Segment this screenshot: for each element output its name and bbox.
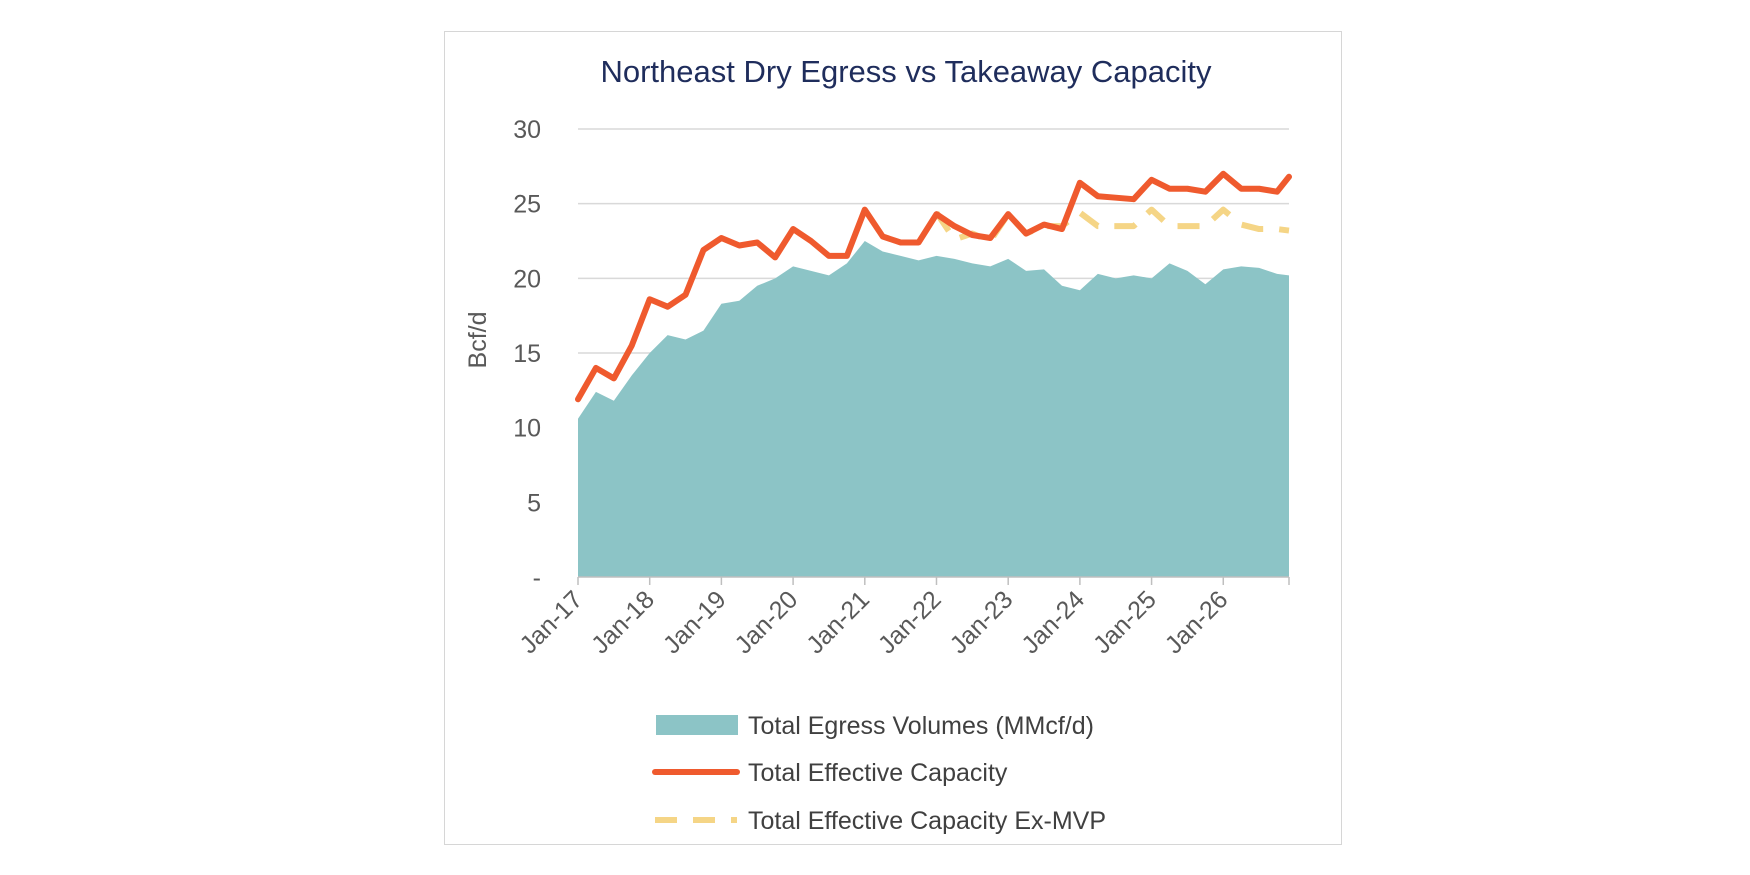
x-tick-label: Jan-17: [514, 585, 588, 659]
y-tick-label: 25: [513, 191, 541, 219]
x-tick-label: Jan-26: [1160, 585, 1234, 659]
y-tick-label: -: [533, 564, 541, 592]
x-tick-label: Jan-18: [586, 585, 660, 659]
x-tick-label: Jan-23: [945, 585, 1019, 659]
legend-label: Total Egress Volumes (MMcf/d): [748, 712, 1094, 740]
legend-label: Total Effective Capacity: [748, 759, 1008, 787]
x-tick-label: Jan-21: [801, 585, 875, 659]
series-area-total-egress-volumes: [578, 241, 1289, 577]
y-tick-label: 5: [527, 489, 541, 517]
x-tick-label: Jan-20: [729, 585, 803, 659]
plot-area: [575, 170, 1292, 577]
y-tick-label: 10: [513, 415, 541, 443]
x-tick-label: Jan-22: [873, 585, 947, 659]
x-tick-label: Jan-25: [1088, 585, 1162, 659]
y-tick-label: 15: [513, 340, 541, 368]
series-line-total-effective-capacity: [575, 170, 1292, 403]
x-tick-label: Jan-24: [1016, 585, 1090, 659]
legend-label: Total Effective Capacity Ex-MVP: [748, 807, 1106, 835]
y-axis-title: Bcf/d: [464, 312, 492, 369]
chart-title: Northeast Dry Egress vs Takeaway Capacit…: [600, 54, 1212, 89]
legend-swatch-area: [656, 715, 738, 735]
y-tick-label: 20: [513, 265, 541, 293]
y-tick-label: 30: [513, 116, 541, 144]
x-tick-label: Jan-19: [658, 585, 732, 659]
legend: Total Egress Volumes (MMcf/d) Total Effec…: [652, 712, 1106, 835]
